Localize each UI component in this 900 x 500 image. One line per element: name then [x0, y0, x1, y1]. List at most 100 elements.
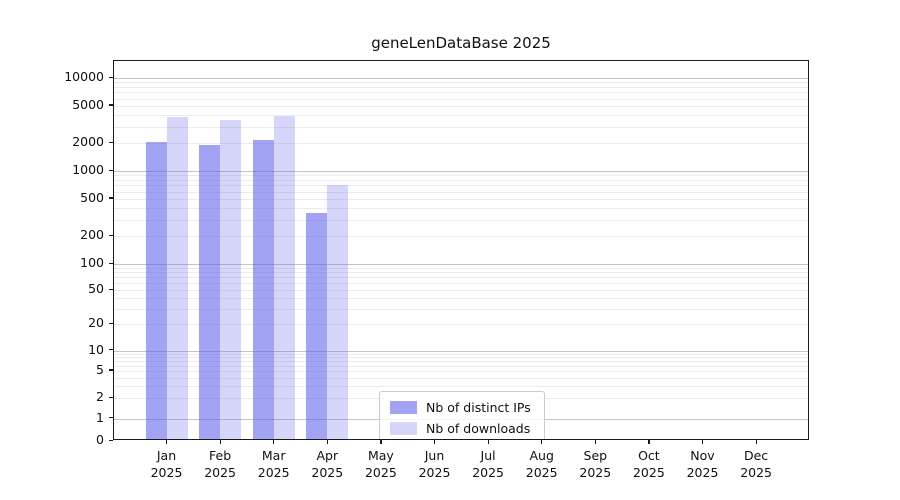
- gridline-minor: [114, 309, 808, 311]
- y-tick-mark: [108, 141, 113, 143]
- gridline-minor: [114, 377, 808, 379]
- gridline-minor: [114, 290, 808, 292]
- gridline-minor: [114, 87, 808, 88]
- gridline-minor: [114, 82, 808, 84]
- gridline-major: [114, 171, 808, 172]
- gridline-minor: [114, 365, 808, 367]
- bar-distinct-ips-mar: [252, 140, 274, 439]
- x-tick-mark: [380, 440, 382, 444]
- x-tick-mark: [166, 440, 168, 444]
- y-tick-label: 5000: [72, 96, 104, 112]
- gridline-minor: [114, 370, 808, 372]
- gridline-minor: [114, 267, 808, 269]
- y-tick-mark: [108, 396, 113, 398]
- x-tick-label: Jun 2025: [418, 448, 451, 480]
- legend-item-downloads: Nb of downloads: [390, 418, 536, 439]
- y-tick-mark: [108, 349, 113, 351]
- x-tick-mark: [702, 440, 704, 444]
- y-tick-label: 200: [80, 227, 104, 242]
- legend-item-distinct-ips: Nb of distinct IPs: [390, 397, 536, 418]
- bar-distinct-ips-feb: [199, 145, 221, 439]
- y-tick-mark: [108, 234, 113, 236]
- gridline-minor: [114, 92, 808, 94]
- gridline-minor: [114, 175, 808, 177]
- y-tick-label: 2000: [72, 134, 104, 149]
- y-tick-mark: [108, 288, 113, 290]
- gridline-minor: [114, 277, 808, 279]
- y-tick-mark: [108, 369, 113, 371]
- legend-label-downloads: Nb of downloads: [426, 421, 531, 436]
- gridline-minor: [114, 361, 808, 363]
- gridline-minor: [114, 324, 808, 326]
- x-tick-mark: [434, 440, 436, 444]
- x-tick-label: Jul 2025: [472, 448, 504, 480]
- y-tick-label: 2: [96, 389, 104, 405]
- x-tick-mark: [326, 440, 329, 444]
- gridline-minor: [114, 198, 808, 200]
- x-tick-label: Oct 2025: [632, 448, 665, 480]
- y-tick-label: 0: [96, 432, 104, 447]
- chart-title: geneLenDataBase 2025: [371, 34, 551, 52]
- bar-downloads-mar: [273, 116, 295, 439]
- x-tick-label: Apr 2025: [311, 448, 344, 480]
- x-tick-mark: [594, 440, 597, 444]
- x-tick-label: Dec 2025: [740, 448, 772, 480]
- bar-downloads-feb: [220, 120, 242, 439]
- gridline-minor: [114, 219, 808, 221]
- legend-swatch-distinct-ips: [390, 401, 417, 414]
- bar-distinct-ips-apr: [306, 213, 328, 439]
- legend-swatch-downloads: [390, 422, 417, 435]
- x-tick-label: Jan 2025: [150, 448, 183, 480]
- gridline-minor: [114, 353, 808, 355]
- y-tick-mark: [108, 76, 113, 78]
- y-tick-label: 100: [80, 255, 104, 270]
- x-tick-label: Aug 2025: [525, 448, 558, 480]
- y-tick-label: 5: [96, 361, 104, 377]
- y-tick-label: 20: [88, 315, 104, 331]
- x-tick-label: Mar 2025: [257, 448, 290, 480]
- gridline-minor: [114, 208, 808, 209]
- gridline-minor: [114, 98, 808, 100]
- x-tick-label: Sep 2025: [579, 448, 612, 480]
- gridline-minor: [114, 283, 808, 285]
- gridline-minor: [114, 126, 808, 128]
- x-tick-mark: [648, 440, 650, 444]
- gridline-minor: [114, 298, 808, 300]
- gridline-major: [114, 264, 808, 265]
- bar-distinct-ips-jan: [145, 142, 167, 439]
- x-tick-mark: [487, 440, 489, 444]
- y-tick-label: 10000: [64, 69, 104, 84]
- gridline-major: [114, 350, 808, 352]
- x-tick-mark: [273, 440, 275, 444]
- bar-downloads-jan: [166, 117, 188, 439]
- y-tick-label: 50: [88, 281, 104, 297]
- x-tick-label: Feb 2025: [204, 448, 236, 480]
- x-tick-mark: [755, 440, 757, 444]
- gridline-minor: [114, 386, 808, 388]
- x-tick-mark: [219, 440, 221, 444]
- gridline-minor: [114, 191, 808, 193]
- plot-area: Nb of distinct IPs Nb of downloads: [113, 60, 809, 440]
- y-tick-mark: [108, 104, 113, 106]
- gridline-minor: [114, 105, 808, 107]
- gridline-major: [114, 78, 808, 79]
- gridline-minor: [114, 180, 808, 181]
- gridline-minor: [114, 185, 808, 187]
- x-tick-label: Nov 2025: [686, 448, 719, 480]
- x-tick-mark: [541, 440, 543, 444]
- y-tick-mark: [108, 439, 113, 441]
- y-tick-mark: [108, 169, 113, 171]
- y-tick-mark: [108, 197, 113, 199]
- legend-label-distinct-ips: Nb of distinct IPs: [426, 400, 531, 415]
- gridline-minor: [114, 357, 808, 359]
- x-tick-label: May 2025: [364, 448, 397, 480]
- y-tick-mark: [108, 417, 113, 419]
- gridline-minor: [114, 115, 808, 116]
- gridline-minor: [114, 272, 808, 274]
- y-tick-mark: [108, 262, 113, 264]
- gridline-minor: [114, 143, 808, 144]
- bar-downloads-apr: [327, 184, 349, 439]
- y-tick-label: 10: [88, 341, 104, 357]
- legend: Nb of distinct IPs Nb of downloads: [379, 391, 545, 439]
